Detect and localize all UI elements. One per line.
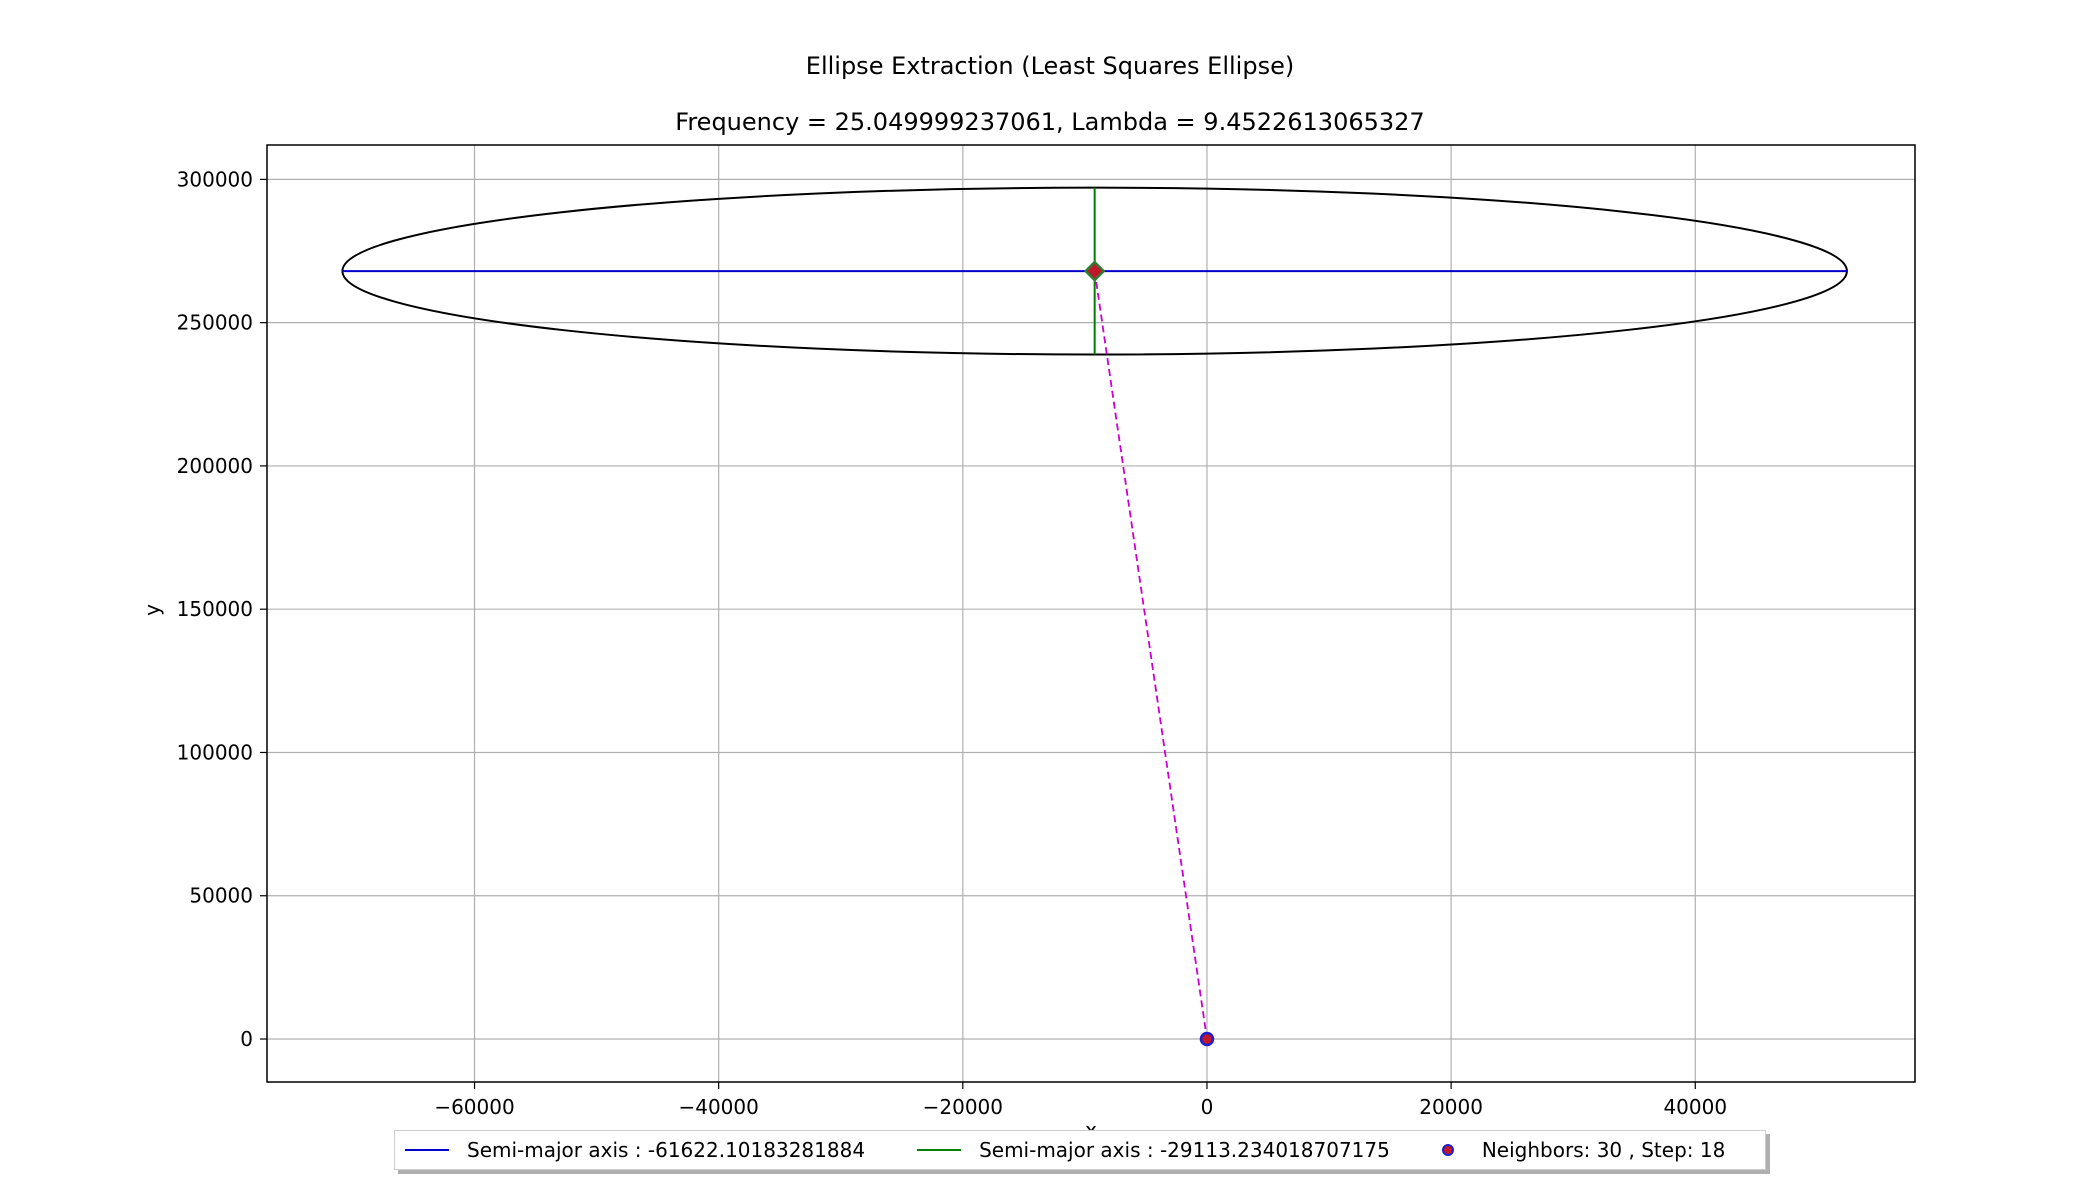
y-tick-label: 250000 [177,311,253,335]
legend-green-line-icon [917,1149,962,1151]
y-tick-label: 100000 [177,740,253,764]
legend-label: Semi-major axis : -29113.234018707175 [979,1138,1390,1162]
chart-title: Ellipse Extraction (Least Squares Ellips… [805,52,1295,80]
x-tick-label: 0 [1201,1095,1214,1119]
legend-item-neighbors: Neighbors: 30 , Step: 18 [1432,1131,1725,1169]
axis-ticks: −60000 −40000 −20000 0 20000 40000 0 50000 10000… [177,167,1727,1119]
ellipse-center-marker [1083,260,1106,282]
center-connector-line [1093,270,1208,1040]
legend: Semi-major axis : -61622.10183281884 Sem… [394,1130,1766,1170]
plot-frame [266,144,1916,1083]
x-tick-label: 40000 [1663,1095,1727,1119]
legend-blue-line-icon [405,1149,449,1151]
x-tick-label: −20000 [923,1095,1003,1119]
x-tick-label: −60000 [434,1095,514,1119]
y-tick-label: 200000 [177,454,253,478]
legend-item-blue-axis: Semi-major axis : -61622.10183281884 [395,1131,865,1169]
y-axis-label: y [140,604,164,616]
y-tick-label: 150000 [177,597,253,621]
legend-label: Semi-major axis : -61622.10183281884 [467,1138,866,1162]
x-tick-label: −40000 [678,1095,758,1119]
chart-subtitle: Frequency = 25.049999237061, Lambda = 9.… [675,108,1425,136]
legend-item-green-axis: Semi-major axis : -29113.234018707175 [907,1131,1390,1169]
origin-point [1199,1031,1215,1047]
y-tick-label: 0 [240,1027,253,1051]
legend-dot-icon [1441,1144,1454,1156]
plot-data [341,186,1848,1047]
x-tick-label: 20000 [1419,1095,1483,1119]
y-tick-label: 300000 [177,167,253,191]
legend-label: Neighbors: 30 , Step: 18 [1481,1138,1726,1162]
grid-lines [267,145,1915,1082]
fitted-ellipse [341,186,1848,356]
y-tick-label: 50000 [189,884,253,908]
